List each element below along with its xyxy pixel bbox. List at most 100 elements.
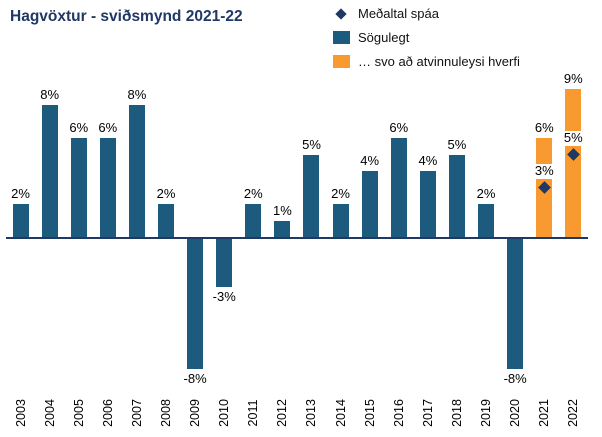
legend-item-1: Sögulegt [332, 30, 520, 45]
x-tick-2016: 2016 [384, 394, 413, 437]
bar-2017 [419, 171, 436, 237]
bar-2011 [245, 204, 262, 237]
x-tick-label: 2010 [217, 399, 232, 427]
x-tick-2006: 2006 [93, 394, 122, 437]
bar-2004 [41, 105, 58, 237]
legend-label: Meðaltal spáa [358, 6, 439, 21]
x-tick-2021: 2021 [530, 394, 559, 437]
legend-item-0: Meðaltal spáa [332, 6, 520, 21]
value-label-2020: -8% [503, 371, 527, 386]
bar-2005 [70, 138, 87, 237]
x-tick-label: 2017 [420, 399, 435, 427]
value-label-2005: 6% [69, 120, 89, 135]
bar-column-2009: -8% [181, 60, 210, 390]
legend-diamond-icon [335, 7, 347, 20]
x-tick-label: 2020 [508, 399, 523, 427]
bar-column-2013: 5% [297, 60, 326, 390]
value-label-2016: 6% [389, 120, 409, 135]
value-label-2003: 2% [11, 186, 30, 201]
bar-column-2003: 2% [6, 60, 35, 390]
bar-2009 [187, 237, 204, 369]
legend-swatch-icon [332, 31, 350, 44]
bar-2018 [448, 154, 465, 237]
value-label-2017: 4% [418, 153, 438, 168]
bar-2016 [390, 138, 407, 237]
bar-column-2016: 6% [384, 60, 413, 390]
x-tick-2013: 2013 [297, 394, 326, 437]
x-tick-2020: 2020 [501, 394, 530, 437]
x-axis-labels: 2003 2004 2005 2006 2007 2008 2009 2010 2011 2012… [6, 394, 588, 437]
x-tick-label: 2005 [71, 399, 86, 427]
value-label-2010: -3% [212, 288, 236, 304]
x-tick-label: 2003 [13, 399, 28, 427]
x-tick-2019: 2019 [472, 394, 501, 437]
bar-2012 [274, 220, 291, 237]
bar-2006 [99, 138, 116, 237]
x-tick-label: 2009 [188, 399, 203, 427]
legend-swatch-icon [332, 55, 350, 68]
bar-column-2017: 4% [413, 60, 442, 390]
x-tick-label: 2011 [246, 399, 261, 427]
value-label-2018: 5% [447, 136, 467, 152]
bar-column-2018: 5% [442, 60, 471, 390]
x-tick-2010: 2010 [210, 394, 239, 437]
bar-column-2020: -8% [501, 60, 530, 390]
bar-2008 [158, 204, 175, 237]
bar-2020 [507, 237, 524, 369]
x-tick-label: 2021 [537, 399, 552, 427]
bar-column-2008: 2% [151, 60, 180, 390]
x-tick-2004: 2004 [35, 394, 64, 437]
value-label-2007: 8% [127, 87, 147, 102]
bar-column-2021: 6% 3% [530, 60, 559, 390]
value-label-2022: 9% [563, 70, 583, 86]
bar-column-2022: 9% 5% [559, 60, 588, 390]
bar-2007 [128, 105, 145, 237]
x-tick-2005: 2005 [64, 394, 93, 437]
bar-2010 [216, 237, 233, 287]
x-tick-2014: 2014 [326, 394, 355, 437]
bar-column-2010: -3% [210, 60, 239, 390]
x-tick-label: 2019 [479, 399, 494, 427]
forecast-label-2022: 5% [561, 130, 585, 146]
x-tick-label: 2007 [129, 399, 144, 427]
bar-column-2004: 8% [35, 60, 64, 390]
x-tick-label: 2018 [449, 399, 464, 427]
x-tick-label: 2015 [362, 399, 377, 427]
legend-label: Sögulegt [358, 30, 410, 45]
plot-area: 2% 8% 6% 6% 8% 2% -8% -3% 2% 1% 5% 2% 4% 6% 4% 5% 2% -8% 6… [6, 60, 588, 390]
bar-2003 [12, 204, 29, 237]
x-tick-label: 2014 [333, 399, 348, 427]
bar-column-2006: 6% [93, 60, 122, 390]
bar-2013 [303, 154, 320, 237]
x-tick-2017: 2017 [413, 394, 442, 437]
bar-column-2012: 1% [268, 60, 297, 390]
bar-column-2014: 2% [326, 60, 355, 390]
value-label-2008: 2% [156, 186, 176, 201]
x-tick-2007: 2007 [122, 394, 151, 437]
value-label-2009: -8% [183, 371, 207, 386]
bar-column-2015: 4% [355, 60, 384, 390]
value-label-2019: 2% [476, 186, 496, 201]
legend-item-2: … svo að atvinnuleysi hverfi [332, 54, 520, 69]
x-tick-label: 2012 [275, 399, 290, 427]
bar-2014 [332, 204, 349, 237]
x-tick-label: 2006 [100, 399, 115, 427]
forecast-label-2021: 3% [532, 163, 556, 179]
x-axis-line [6, 237, 588, 239]
x-tick-label: 2022 [566, 399, 581, 427]
legend-label: … svo að atvinnuleysi hverfi [358, 54, 520, 69]
legend-swatch-icon [332, 55, 350, 69]
chart-title: Hagvöxtur - sviðsmynd 2021-22 [10, 8, 243, 25]
legend-diamond-icon [332, 7, 350, 21]
x-tick-2018: 2018 [442, 394, 471, 437]
value-label-2011: 2% [243, 186, 263, 201]
value-label-2014: 2% [331, 186, 350, 201]
bar-column-2019: 2% [472, 60, 501, 390]
x-tick-2022: 2022 [559, 394, 588, 437]
value-label-2021: 6% [534, 120, 554, 135]
value-label-2015: 4% [360, 153, 380, 168]
x-tick-2015: 2015 [355, 394, 384, 437]
value-label-2013: 5% [302, 136, 321, 152]
value-label-2004: 8% [40, 87, 60, 102]
